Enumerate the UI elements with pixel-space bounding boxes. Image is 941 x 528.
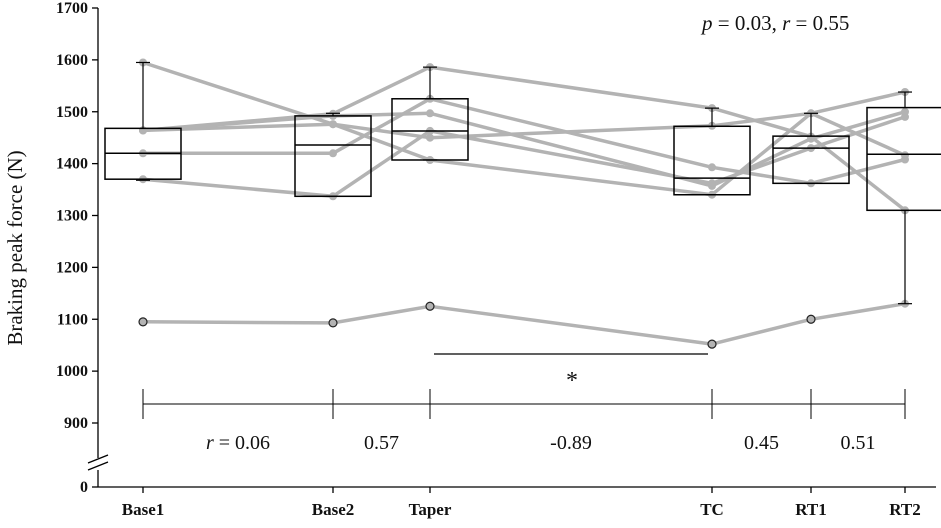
box-plots [104,61,941,349]
outlier-point [328,318,338,328]
y-tick-label: 1500 [56,104,88,121]
subject-line [141,110,907,188]
y-tick-label: 1600 [56,52,88,69]
significance-star: * [566,368,578,394]
data-point [901,107,909,116]
effect-size-label: r = 0.06 [206,432,270,454]
x-tick-label: Base1 [122,500,165,519]
subject-lines [139,58,909,349]
effect-size-label: -0.89 [550,432,592,454]
subject-line [141,115,907,199]
effect-size-label: 0.45 [744,432,779,454]
y-tick-label: 0 [80,479,88,496]
data-point [708,163,716,172]
stats-p-symbol: p [700,11,713,35]
subject-line [141,111,907,197]
stats-p-value: = 0.03, [713,11,783,35]
x-tick-label: RT1 [795,500,827,519]
axis-break-mark-1 [87,454,109,464]
y-tick-label: 1200 [56,259,88,276]
x-tick-label: Taper [409,500,452,519]
box-iqr [673,125,751,196]
effect-size-label: 0.51 [841,432,876,454]
annotations: r = 0.06 0.57 -0.89 0.45 0.51 [142,353,906,454]
outlier-point [425,301,435,311]
subject-line [141,301,907,346]
y-axis-label: Braking peak force (N) [3,150,27,345]
stats-annotation: p = 0.03, r = 0.55 [700,11,849,35]
y-tick-label: 900 [64,415,88,432]
x-tick-label: TC [700,500,724,519]
effect-size-value: = 0.06 [214,432,270,454]
subject-line [141,97,907,186]
data-point [426,109,434,118]
y-tick-label: 1300 [56,208,88,225]
outlier-point [707,339,717,349]
x-tick-label: RT2 [889,500,921,519]
y-tick-label: 1400 [56,156,88,173]
x-tick-label: Base2 [312,500,355,519]
data-point [329,149,337,158]
y-tick-label: 1000 [56,363,88,380]
box-iqr [294,115,372,198]
stats-r-symbol: r [782,11,791,35]
axes: 0 900 1000 1100 1200 1300 1400 1500 1600 1700 Base… [56,0,936,519]
data-point [901,151,909,160]
y-tick-label: 1100 [57,311,88,328]
effect-size-label: 0.57 [364,432,399,454]
axis-break-mark-2 [87,461,109,471]
data-point [426,133,434,142]
effect-size-symbol: r [206,432,214,454]
data-point [708,181,716,190]
stats-r-value: = 0.55 [790,11,849,35]
data-point [329,120,337,129]
box-iqr [391,98,469,161]
box-iqr [772,135,850,185]
outlier-point [806,314,816,324]
box-iqr [866,106,941,212]
outlier-point [138,317,148,327]
y-tick-label: 1700 [56,0,88,17]
